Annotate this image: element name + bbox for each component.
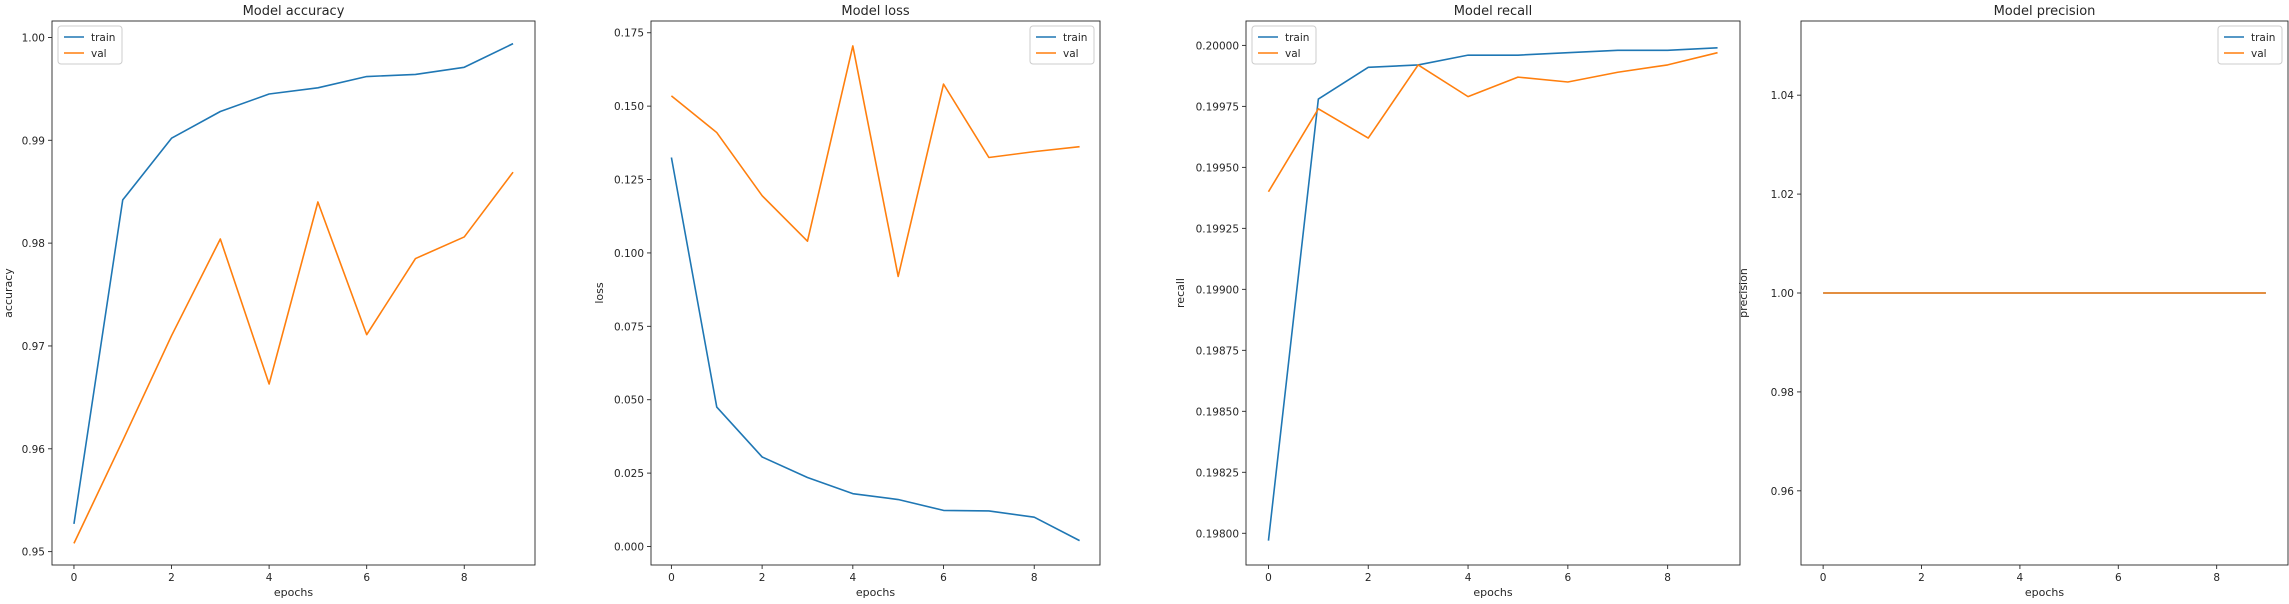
legend-label-train: train — [1285, 32, 1309, 44]
x-tick-label: 8 — [2213, 572, 2220, 584]
chart-title: Model loss — [841, 4, 910, 19]
x-tick-label: 4 — [849, 572, 856, 584]
recall-chart: Model recall 0 2 4 6 8 0.19800 0.19825 0.19850 0.… — [1174, 4, 1741, 599]
y-axis-label: precision — [1737, 268, 1750, 318]
x-tick-label: 8 — [1664, 572, 1671, 584]
y-tick-label: 0.150 — [614, 101, 644, 113]
x-axis-label: epochs — [274, 586, 313, 599]
x-tick-label: 0 — [1265, 572, 1272, 584]
series-line-val — [73, 171, 514, 544]
y-tick-label: 0.19800 — [1196, 528, 1239, 540]
chart-title: Model accuracy — [243, 4, 345, 19]
y-tick-label: 0.97 — [22, 341, 45, 353]
y-tick-label: 0.175 — [614, 28, 644, 40]
x-tick-label: 2 — [168, 572, 175, 584]
legend: train val — [2217, 25, 2283, 65]
y-tick-label: 0.96 — [22, 444, 46, 456]
x-tick-label: 4 — [1465, 572, 1472, 584]
x-tick-label: 6 — [1565, 572, 1572, 584]
axes-frame — [650, 20, 1101, 566]
x-tick-label: 8 — [1031, 572, 1038, 584]
series-line-val — [670, 45, 1080, 278]
x-tick-label: 6 — [2115, 572, 2122, 584]
y-tick-label: 0.20000 — [1196, 40, 1239, 52]
legend: train val — [1251, 25, 1317, 65]
y-axis-label: recall — [1174, 278, 1187, 308]
x-tick-label: 6 — [363, 572, 370, 584]
y-axis-label: accuracy — [2, 268, 15, 318]
y-tick-label: 0.000 — [614, 542, 644, 554]
series-line-train — [670, 157, 1080, 542]
loss-chart: Model loss 0 2 4 6 8 0.000 0.025 0.050 0.075 0.100… — [593, 4, 1101, 599]
x-tick-label: 6 — [940, 572, 947, 584]
legend-box — [1029, 25, 1095, 65]
x-tick-label: 2 — [1365, 572, 1372, 584]
legend-box — [1251, 25, 1317, 65]
x-tick-label: 2 — [1918, 572, 1925, 584]
x-tick-label: 2 — [759, 572, 766, 584]
x-tick-label: 0 — [668, 572, 675, 584]
y-tick-label: 0.075 — [614, 321, 644, 333]
legend-label-train: train — [1063, 32, 1087, 44]
y-tick-label: 0.19900 — [1196, 284, 1239, 296]
x-axis-label: epochs — [1473, 586, 1512, 599]
y-tick-label: 1.00 — [22, 32, 45, 44]
legend: train val — [1029, 25, 1095, 65]
y-tick-label: 0.19825 — [1196, 467, 1239, 479]
legend-box — [57, 25, 123, 65]
axes-frame — [51, 20, 536, 566]
y-tick-label: 1.04 — [1771, 90, 1795, 102]
y-tick-label: 0.95 — [22, 547, 45, 559]
accuracy-chart: Model accuracy 0 2 4 6 8 0.95 0.96 0.97 0.98 0.99 1… — [2, 4, 536, 599]
series-line-val — [1267, 51, 1718, 193]
y-tick-label: 0.98 — [22, 238, 45, 250]
y-tick-label: 1.00 — [1771, 288, 1794, 300]
chart-title: Model recall — [1454, 4, 1533, 19]
legend-label-val: val — [1063, 48, 1079, 60]
legend: train val — [57, 25, 123, 65]
y-tick-label: 0.19975 — [1196, 101, 1239, 113]
x-axis-label: epochs — [2025, 586, 2064, 599]
legend-label-val: val — [1285, 48, 1301, 60]
chart-title: Model precision — [1994, 4, 2096, 19]
x-tick-label: 0 — [1820, 572, 1827, 584]
y-tick-label: 1.02 — [1771, 189, 1794, 201]
legend-box — [2217, 25, 2283, 65]
y-tick-label: 0.125 — [614, 175, 644, 187]
legend-label-val: val — [91, 48, 107, 60]
y-tick-label: 0.19925 — [1196, 223, 1239, 235]
x-tick-label: 8 — [461, 572, 468, 584]
y-tick-label: 0.96 — [1771, 486, 1795, 498]
axes-frame — [1245, 20, 1741, 566]
y-tick-label: 0.050 — [614, 395, 644, 407]
y-tick-label: 0.100 — [614, 248, 644, 260]
y-tick-label: 0.025 — [614, 468, 644, 480]
y-tick-label: 0.19850 — [1196, 406, 1239, 418]
x-tick-label: 4 — [266, 572, 273, 584]
y-tick-label: 0.19950 — [1196, 162, 1239, 174]
x-tick-label: 4 — [2017, 572, 2024, 584]
y-tick-label: 0.99 — [22, 135, 45, 147]
series-line-train — [73, 42, 514, 524]
legend-label-train: train — [91, 32, 115, 44]
x-axis-label: epochs — [856, 586, 895, 599]
legend-label-val: val — [2251, 48, 2267, 60]
y-tick-label: 0.98 — [1771, 387, 1794, 399]
x-tick-label: 0 — [71, 572, 78, 584]
precision-chart: Model precision 0 2 4 6 8 0.96 0.98 1.00 1.02 1.04… — [1737, 4, 2289, 599]
y-tick-label: 0.19875 — [1196, 345, 1239, 357]
y-axis-label: loss — [593, 282, 606, 304]
legend-label-train: train — [2251, 32, 2275, 44]
series-line-train — [1267, 47, 1718, 541]
